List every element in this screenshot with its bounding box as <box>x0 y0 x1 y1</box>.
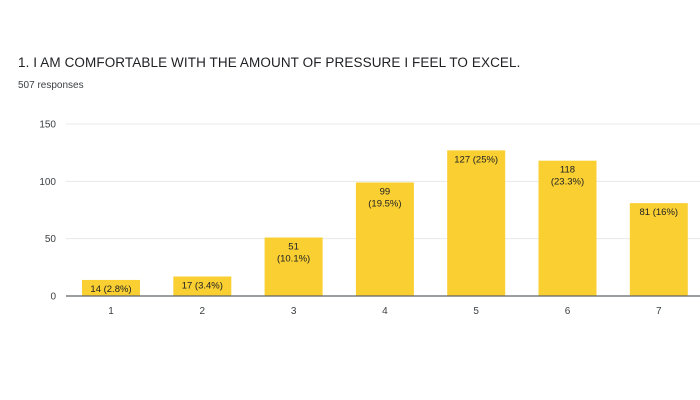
bar <box>538 160 597 296</box>
bar-data-label: 17 (3.4%) <box>182 281 223 292</box>
bar <box>355 182 414 296</box>
bar-data-label: 127 (25%) <box>454 154 498 165</box>
bar-data-label: 118 <box>560 165 575 176</box>
y-tick-label: 150 <box>39 120 56 131</box>
bar-data-label: 14 (2.8%) <box>90 284 131 295</box>
x-axis: 1 2 3 4 5 6 7 <box>66 295 700 317</box>
bar-data-label: (19.5%) <box>368 198 401 209</box>
bars <box>82 150 688 296</box>
bar <box>264 237 323 296</box>
bar-data-label: 99 <box>380 186 391 197</box>
x-tick-label: 7 <box>656 306 662 317</box>
bar-data-label: 51 <box>288 242 299 253</box>
x-tick-label: 6 <box>565 306 571 317</box>
bar-data-label: 81 (16%) <box>640 207 679 218</box>
y-tick-label: 100 <box>39 177 56 188</box>
response-count: 507 responses <box>18 80 84 91</box>
bar <box>173 276 232 296</box>
bar-data-label: (10.1%) <box>277 254 310 265</box>
y-axis: 0 50 100 150 <box>39 120 56 303</box>
y-tick-label: 0 <box>50 292 56 303</box>
x-tick-label: 2 <box>200 306 206 317</box>
bar-labels: 14 (2.8%) 17 (3.4%) 51(10.1%) 99(19.5%) 127 … <box>90 154 678 295</box>
bar <box>82 279 140 296</box>
chart-title: 1. I AM COMFORTABLE WITH THE AMOUNT OF P… <box>18 55 521 70</box>
bar-data-label: (23.3%) <box>551 177 584 188</box>
x-tick-label: 5 <box>473 306 479 317</box>
x-tick-label: 3 <box>291 306 297 317</box>
x-tick-label: 1 <box>108 306 114 317</box>
y-tick-label: 50 <box>45 234 57 245</box>
x-tick-label: 4 <box>382 306 388 317</box>
bar <box>447 150 506 296</box>
bar <box>629 203 688 296</box>
